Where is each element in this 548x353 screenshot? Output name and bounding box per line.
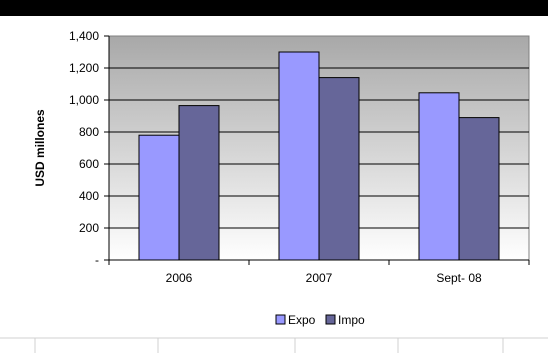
y-tick-label: 1,400 bbox=[69, 29, 99, 43]
y-tick-label: 1,200 bbox=[69, 61, 99, 75]
y-tick-label: 400 bbox=[79, 189, 99, 203]
legend-swatch-expo bbox=[275, 314, 286, 325]
y-tick-label: 200 bbox=[79, 221, 99, 235]
y-tick-label: 800 bbox=[79, 125, 99, 139]
bar-expo-0 bbox=[138, 134, 180, 261]
legend-label-impo: Impo bbox=[338, 313, 365, 327]
y-tick-label: 1,000 bbox=[69, 93, 99, 107]
bar-impo-2 bbox=[458, 117, 500, 261]
bottom-rule-ticks bbox=[34, 338, 504, 353]
bar-expo-1 bbox=[278, 51, 320, 261]
bars bbox=[138, 51, 500, 261]
legend: Expo Impo bbox=[275, 313, 365, 327]
legend-label-expo: Expo bbox=[288, 313, 316, 327]
bar-expo-2 bbox=[418, 92, 460, 261]
top-black-bar bbox=[0, 0, 548, 16]
y-tick-label: - bbox=[95, 253, 99, 267]
bar-impo-0 bbox=[178, 105, 220, 261]
axes: - 200 400 600 800 1,000 1,200 1,400 2006 2007 Sept… bbox=[69, 29, 530, 285]
bar-chart: - 200 400 600 800 1,000 1,200 1,400 2006 2007 Sept… bbox=[0, 29, 548, 353]
x-tick-label: Sept- 08 bbox=[436, 271, 482, 285]
bar-impo-1 bbox=[318, 77, 360, 261]
x-tick-label: 2006 bbox=[166, 271, 193, 285]
y-tick-label: 600 bbox=[79, 157, 99, 171]
legend-swatch-impo bbox=[325, 314, 336, 325]
x-tick-label: 2007 bbox=[306, 271, 333, 285]
y-axis-label: USD millones bbox=[33, 109, 47, 187]
